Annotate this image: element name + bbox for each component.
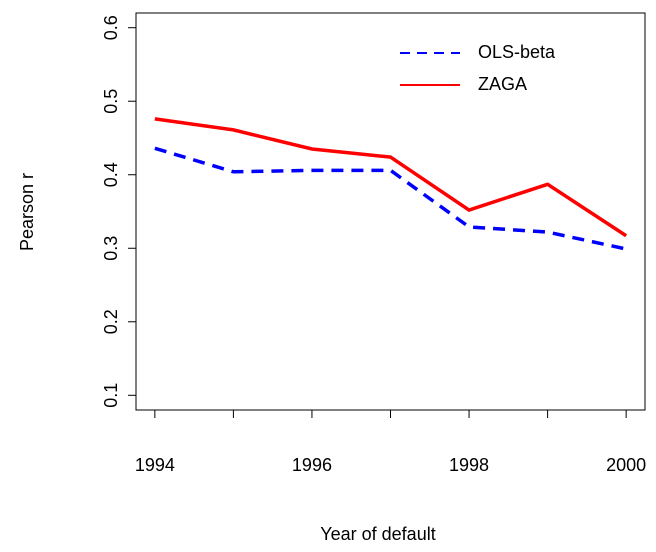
series-line	[154, 117, 628, 238]
y-axis-label: Pearson r	[17, 173, 37, 251]
legend-label: OLS-beta	[478, 42, 556, 62]
x-tick-label: 1998	[449, 455, 489, 475]
y-tick-label: 0.6	[101, 15, 121, 40]
x-tick-label: 1994	[135, 455, 175, 475]
x-axis-label: Year of default	[320, 524, 435, 544]
legend-label: ZAGA	[478, 74, 527, 94]
x-tick-label: 1996	[292, 455, 332, 475]
y-tick-label: 0.2	[101, 309, 121, 334]
y-tick-label: 0.3	[101, 236, 121, 261]
x-tick-label: 2000	[606, 455, 646, 475]
series-line	[154, 146, 627, 251]
plot-frame	[135, 12, 646, 411]
y-tick-label: 0.4	[101, 162, 121, 187]
y-tick-label: 0.1	[101, 383, 121, 408]
y-tick-label: 0.5	[101, 89, 121, 114]
